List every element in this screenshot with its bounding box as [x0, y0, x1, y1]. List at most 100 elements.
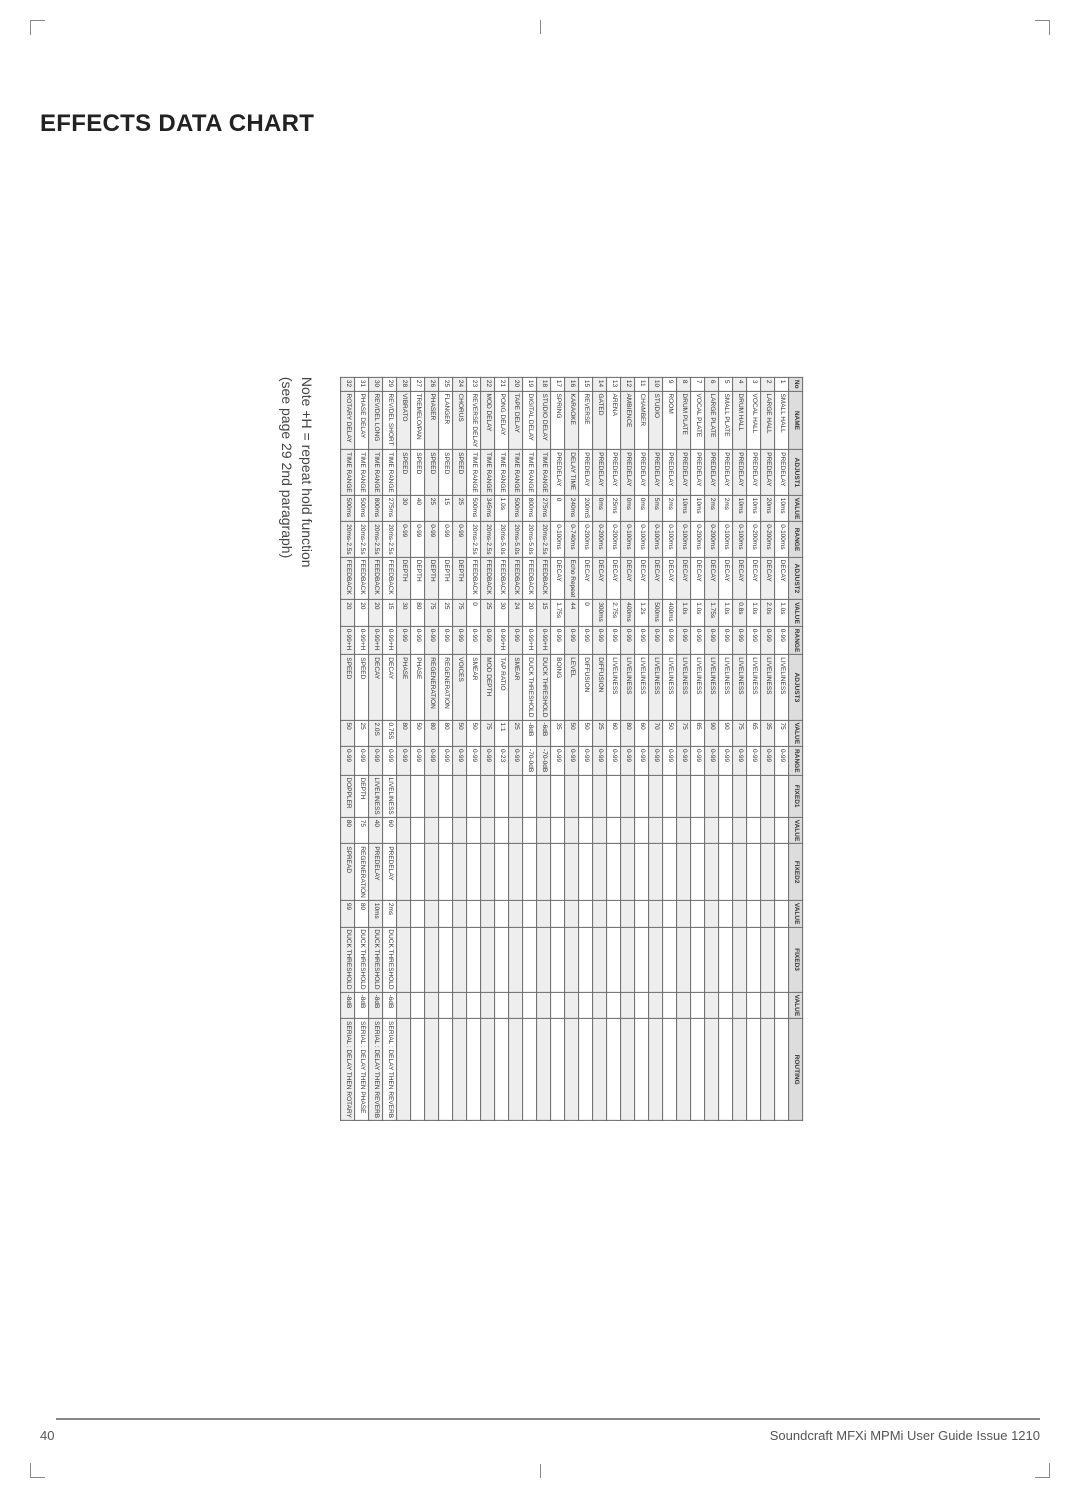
- table-cell: FEEDBACK: [467, 557, 481, 600]
- table-cell: 8: [677, 377, 691, 391]
- table-cell: 1.0s: [495, 495, 509, 522]
- table-cell: 28: [397, 377, 411, 391]
- table-row: 10STUDIOPREDELAY5ms0-100msDECAY500ms0-99…: [649, 377, 663, 1120]
- table-cell: 25: [439, 600, 453, 627]
- table-row: 24CHORUSSPEED250-99DEPTH750-99VOICES500-…: [453, 377, 467, 1120]
- table-cell: SMEAR: [509, 655, 523, 720]
- table-row: 30REV/DEL LONGTIME RANGE800ms20ms-2.5sFE…: [369, 377, 383, 1120]
- table-cell: 0-99: [733, 626, 747, 654]
- table-row: 28VIBRATOSPEED300-99DEPTH300-99PHASE800-…: [397, 377, 411, 1120]
- table-cell: STUDIO: [649, 391, 663, 450]
- table-row: 32ROTARY DELAYTIME RANGE500ms20ms-2.5sFE…: [341, 377, 355, 1120]
- table-cell: [705, 1019, 719, 1121]
- table-cell: [607, 844, 621, 901]
- table-cell: 0-200ms: [705, 522, 719, 557]
- table-cell: PREDELAY: [383, 844, 397, 901]
- table-cell: LIVELINESS: [607, 655, 621, 720]
- table-cell: 50: [565, 720, 579, 747]
- table-cell: DECAY: [733, 557, 747, 600]
- table-cell: 40: [369, 817, 383, 844]
- table-cell: -6dB: [383, 992, 397, 1019]
- table-cell: SPREAD: [341, 844, 355, 901]
- table-cell: 0-99: [761, 626, 775, 654]
- table-cell: 80: [397, 720, 411, 747]
- table-cell: [761, 775, 775, 817]
- table-cell: 0-99: [439, 626, 453, 654]
- table-cell: LARGE PLATE: [705, 391, 719, 450]
- table-cell: [397, 817, 411, 844]
- table-cell: [537, 844, 551, 901]
- table-cell: [649, 1019, 663, 1121]
- table-cell: 0-100ms: [719, 522, 733, 557]
- table-cell: FEEDBACK: [341, 557, 355, 600]
- table-cell: 0-23: [495, 747, 509, 775]
- table-cell: 0-99: [649, 626, 663, 654]
- table-cell: [467, 1019, 481, 1121]
- table-cell: 0-100ms: [621, 522, 635, 557]
- table-cell: 0ms: [621, 495, 635, 522]
- table-cell: DECAY: [607, 557, 621, 600]
- table-cell: [523, 775, 537, 817]
- table-cell: DECAY: [677, 557, 691, 600]
- table-cell: TIME RANGE: [383, 450, 397, 495]
- table-cell: 500ms: [355, 495, 369, 522]
- table-cell: 50: [467, 720, 481, 747]
- table-cell: [719, 844, 733, 901]
- table-cell: 0-100ms: [677, 522, 691, 557]
- table-cell: 0-99: [551, 626, 565, 654]
- table-cell: [425, 900, 439, 927]
- table-cell: [649, 927, 663, 992]
- table-cell: [747, 1019, 761, 1121]
- table-cell: [453, 775, 467, 817]
- table-cell: GATED: [593, 391, 607, 450]
- table-cell: DUCK THRESHOLD: [537, 655, 551, 720]
- table-cell: LIVELINESS: [383, 775, 397, 817]
- table-cell: [481, 844, 495, 901]
- table-cell: 15: [579, 377, 593, 391]
- table-row: 11CHAMBERPREDELAY0ms0-100msDECAY1.2s0-99…: [635, 377, 649, 1120]
- table-cell: [411, 775, 425, 817]
- table-cell: PREDELAY: [649, 450, 663, 495]
- table-cell: -8dB: [369, 992, 383, 1019]
- table-cell: [635, 817, 649, 844]
- table-cell: 15: [383, 600, 397, 627]
- table-cell: LIVELINESS: [775, 655, 789, 720]
- table-cell: 0-200ms: [761, 522, 775, 557]
- table-cell: [565, 775, 579, 817]
- table-cell: 2.0S: [369, 720, 383, 747]
- table-cell: [411, 992, 425, 1019]
- table-cell: [565, 927, 579, 992]
- table-cell: [621, 1019, 635, 1121]
- table-cell: [663, 927, 677, 992]
- table-cell: 0-99: [551, 747, 565, 775]
- table-cell: DEPTH: [425, 557, 439, 600]
- table-row: 27TREMELO/PANSPEED400-99DEPTH800-99PHASE…: [411, 377, 425, 1120]
- table-cell: [397, 992, 411, 1019]
- table-cell: [719, 775, 733, 817]
- table-cell: PREDELAY: [733, 450, 747, 495]
- table-cell: 500ms: [509, 495, 523, 522]
- table-cell: [719, 900, 733, 927]
- table-cell: PREDELAY: [369, 844, 383, 901]
- table-cell: 75: [733, 720, 747, 747]
- table-cell: 10: [649, 377, 663, 391]
- table-cell: 2.0s: [761, 600, 775, 627]
- table-row: 14GATEDPREDELAY0ms0-200msDECAY300ms0-99D…: [593, 377, 607, 1120]
- table-cell: ROOM: [663, 391, 677, 450]
- table-cell: 1.75s: [551, 600, 565, 627]
- page-title: EFFECTS DATA CHART: [40, 110, 1040, 138]
- table-row: 20TAPE DELAYTIME RANGE500ms20ms-5.0sFEED…: [509, 377, 523, 1120]
- table-cell: MOD DELAY: [481, 391, 495, 450]
- table-cell: 16: [565, 377, 579, 391]
- table-cell: 0-99+H: [495, 626, 509, 654]
- table-cell: 10ms: [677, 495, 691, 522]
- table-cell: DIGITAL DELAY: [523, 391, 537, 450]
- table-cell: PREDELAY: [719, 450, 733, 495]
- table-cell: [565, 844, 579, 901]
- table-cell: SPEED: [411, 450, 425, 495]
- table-cell: 0ms: [593, 495, 607, 522]
- table-row: 6LARGE PLATEPREDELAY2ms0-200msDECAY1.75s…: [705, 377, 719, 1120]
- table-cell: 80: [439, 720, 453, 747]
- table-row: 2LARGE HALLPREDELAY20ms0-200msDECAY2.0s0…: [761, 377, 775, 1120]
- page: EFFECTS DATA CHART NoNAMEADJUST1VALUERAN…: [0, 0, 1080, 1498]
